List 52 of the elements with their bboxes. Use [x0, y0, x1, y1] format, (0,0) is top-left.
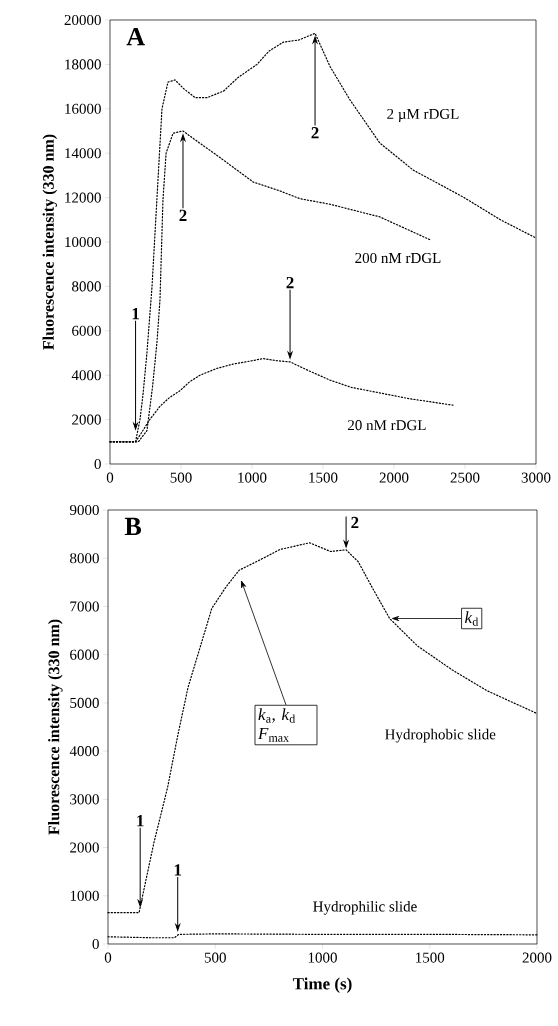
y-axis-title: Fluorescence intensity (330 nm) — [48, 619, 63, 835]
y-tick-label: 6000 — [72, 325, 101, 336]
y-tick-label: 10000 — [65, 236, 101, 248]
text: k$_{a}$, k$_{d}$ F$_{max}$ — [257, 708, 296, 742]
x-tick-label: 1000 — [238, 472, 267, 483]
y-tick-label: 12000 — [65, 192, 101, 203]
y-tick-label: 18000 — [65, 59, 101, 70]
y-tick-label: 9000 — [69, 504, 99, 516]
y-tick-label: 1000 — [70, 890, 99, 901]
y-tick-label: 4000 — [71, 370, 101, 381]
annotation: 1 — [132, 307, 139, 320]
x-tick-label: 1000 — [308, 952, 337, 963]
x-axis-title: Time (s) — [292, 977, 352, 993]
y-tick-label: 5000 — [70, 697, 99, 708]
x-tick-label: 0 — [104, 952, 112, 963]
x-tick-label: 2000 — [522, 952, 552, 963]
y-tick-label: 7000 — [70, 601, 99, 612]
y-tick-label: 16000 — [65, 103, 101, 114]
y-tick-label: 4000 — [69, 746, 99, 757]
series-label: 20 nM rDGL — [347, 420, 426, 431]
y-axis-title: Fluorescence intensity (330 nm) — [42, 134, 58, 350]
x-tick-label: 1500 — [309, 472, 338, 483]
annotation: 2 — [179, 209, 187, 221]
y-tick-label: 8000 — [70, 553, 99, 564]
y-tick-label: 8000 — [72, 281, 101, 292]
annotation: B — [124, 517, 142, 535]
x-tick-label: 500 — [204, 952, 226, 963]
y-tick-label: 20000 — [64, 14, 101, 26]
x-tick-label: 2000 — [379, 472, 409, 483]
y-tick-label: 14000 — [65, 148, 101, 159]
y-tick-label: 3000 — [70, 794, 99, 805]
y-tick-label: 6000 — [70, 649, 99, 660]
annotation: 1 — [174, 864, 182, 876]
y-tick-label: 2000 — [72, 414, 101, 425]
series-label: Hydrophilic slide — [313, 901, 417, 915]
x-tick-label: 500 — [170, 472, 192, 483]
annotation: k$_{d}$ — [465, 611, 479, 626]
x-tick-label: 3000 — [521, 472, 551, 483]
annotation: A — [126, 27, 145, 46]
x-tick-label: 0 — [106, 472, 114, 483]
x-tick-label: 1500 — [416, 952, 445, 963]
annotation: 1 — [137, 815, 144, 827]
y-tick-label: 0 — [94, 458, 101, 470]
series-label: 2 µM rDGL — [387, 108, 459, 123]
y-tick-label: 0 — [92, 938, 99, 950]
y-tick-label: 2000 — [70, 842, 99, 853]
annotation: 2 — [311, 127, 319, 139]
text: Hydrophobic slide — [385, 728, 496, 743]
series-label: 200 nM rDGL — [355, 252, 441, 264]
x-tick-label: 2500 — [450, 472, 480, 483]
annotation: 2 — [286, 276, 294, 289]
annotation: 2 — [351, 516, 359, 529]
